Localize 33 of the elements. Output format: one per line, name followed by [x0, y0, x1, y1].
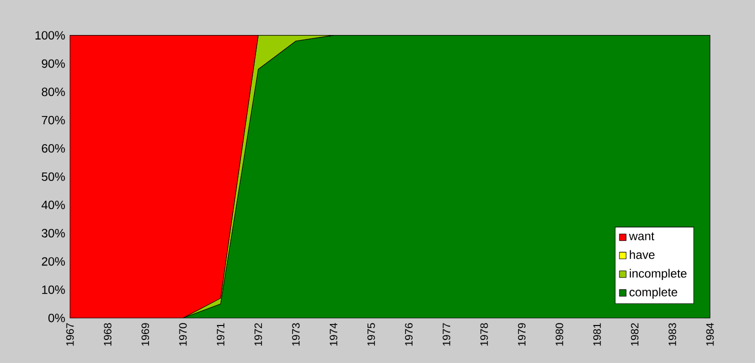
y-tick-label: 20% — [42, 257, 65, 266]
y-tick-label: 60% — [42, 144, 65, 153]
legend-label: complete — [630, 288, 678, 299]
y-tick-label: 100% — [36, 31, 65, 40]
x-tick-label: 1969 — [142, 323, 150, 346]
x-tick-label: 1983 — [668, 323, 676, 346]
y-tick-label: 70% — [42, 116, 65, 124]
y-tick-label: 50% — [42, 172, 65, 181]
x-tick-label: 1982 — [630, 323, 638, 346]
y-tick-label: 0% — [48, 314, 65, 322]
x-tick-label: 1980 — [556, 323, 564, 346]
x-tick-label: 1974 — [330, 323, 338, 346]
x-tick-label: 1972 — [254, 323, 262, 346]
x-tick-label: 1975 — [367, 323, 375, 346]
x-tick-label: 1977 — [442, 323, 450, 346]
x-tick-label: 1976 — [405, 323, 413, 346]
y-tick-label: 30% — [42, 228, 65, 238]
y-tick-label: 10% — [42, 285, 65, 294]
x-tick-label: 1970 — [179, 323, 187, 346]
x-tick-label: 1967 — [66, 323, 74, 346]
legend-label: have — [630, 250, 655, 259]
x-tick-label: 1984 — [706, 323, 714, 346]
x-tick-label: 1968 — [104, 323, 112, 346]
x-tick-label: 1979 — [518, 323, 526, 346]
legend-label: incomplete — [630, 268, 687, 280]
y-tick-label: 40% — [42, 200, 65, 210]
x-tick-label: 1978 — [480, 323, 488, 346]
legend-label: want — [629, 232, 654, 240]
y-tick-label: 80% — [42, 88, 65, 96]
x-tick-label: 1981 — [593, 323, 601, 346]
y-tick-label: 90% — [42, 59, 65, 68]
x-tick-label: 1973 — [292, 323, 300, 346]
x-tick-label: 1971 — [216, 323, 224, 346]
